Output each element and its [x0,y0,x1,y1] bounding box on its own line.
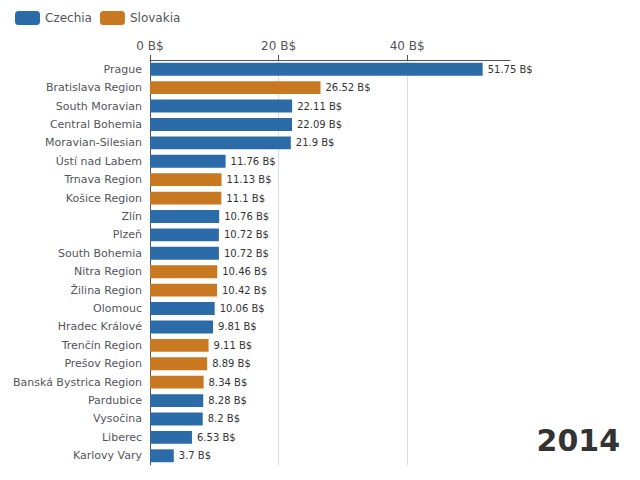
svg-text:10.46 B$: 10.46 B$ [222,266,267,277]
svg-text:2014: 2014 [537,423,621,458]
svg-text:Prešov Region: Prešov Region [64,357,142,370]
svg-text:9.81 B$: 9.81 B$ [218,321,257,332]
svg-text:Hradec Králové: Hradec Králové [58,320,143,333]
svg-text:Plzeň: Plzeň [113,228,142,241]
svg-text:8.89 B$: 8.89 B$ [212,358,251,369]
svg-text:Žilina Region: Žilina Region [70,284,142,297]
svg-text:South Moravian: South Moravian [56,100,142,113]
svg-text:22.09 B$: 22.09 B$ [297,119,342,130]
svg-text:9.11 B$: 9.11 B$ [214,340,253,351]
svg-text:3.7 B$: 3.7 B$ [179,450,211,461]
svg-text:Trnava Region: Trnava Region [63,173,142,186]
svg-text:8.2 B$: 8.2 B$ [208,413,240,424]
svg-text:0 B$: 0 B$ [136,39,163,53]
svg-text:21.9 B$: 21.9 B$ [296,137,335,148]
svg-text:6.53 B$: 6.53 B$ [197,432,236,443]
svg-text:11.76 B$: 11.76 B$ [231,156,276,167]
svg-text:South Bohemia: South Bohemia [58,247,142,260]
svg-text:Slovakia: Slovakia [130,11,180,25]
svg-text:10.76 B$: 10.76 B$ [224,211,269,222]
svg-text:Central Bohemia: Central Bohemia [50,118,142,131]
svg-text:51.75 B$: 51.75 B$ [488,64,533,75]
svg-text:Trenčín Region: Trenčín Region [61,339,142,352]
svg-text:Moravian-Silesian: Moravian-Silesian [45,136,142,149]
svg-text:Pardubice: Pardubice [88,394,142,407]
svg-text:Bratislava Region: Bratislava Region [46,81,142,94]
svg-text:26.52 B$: 26.52 B$ [325,82,370,93]
svg-text:11.13 B$: 11.13 B$ [227,174,272,185]
svg-text:10.72 B$: 10.72 B$ [224,229,269,240]
svg-text:10.72 B$: 10.72 B$ [224,248,269,259]
svg-text:Czechia: Czechia [45,11,92,25]
svg-text:Prague: Prague [104,63,143,76]
svg-text:8.34 B$: 8.34 B$ [209,377,248,388]
svg-text:Ústí nad Labem: Ústí nad Labem [56,155,142,168]
svg-text:Nitra Region: Nitra Region [74,265,142,278]
svg-text:20 B$: 20 B$ [261,39,296,53]
svg-text:Vysočina: Vysočina [93,412,142,425]
svg-text:40 B$: 40 B$ [390,39,425,53]
svg-text:8.28 B$: 8.28 B$ [208,395,247,406]
svg-text:22.11 B$: 22.11 B$ [297,101,342,112]
svg-text:Liberec: Liberec [102,431,142,444]
svg-text:Košice Region: Košice Region [66,192,142,205]
svg-text:Olomouc: Olomouc [93,302,142,315]
svg-text:10.06 B$: 10.06 B$ [220,303,265,314]
svg-text:Banská Bystrica Region: Banská Bystrica Region [13,376,142,389]
svg-text:Karlovy Vary: Karlovy Vary [73,449,143,462]
svg-text:Zlín: Zlín [121,210,142,223]
svg-text:10.42 B$: 10.42 B$ [222,285,267,296]
svg-text:11.1 B$: 11.1 B$ [226,193,265,204]
